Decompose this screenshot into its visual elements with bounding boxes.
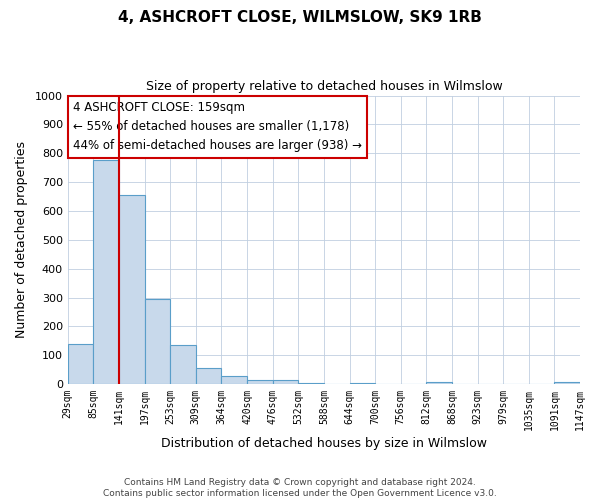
Bar (68, 344, 94, 384)
Text: Contains HM Land Registry data © Crown copyright and database right 2024.
Contai: Contains HM Land Registry data © Crown c… (103, 478, 497, 498)
Text: 4 ASHCROFT CLOSE: 159sqm
← 55% of detached houses are smaller (1,178)
44% of sem: 4 ASHCROFT CLOSE: 159sqm ← 55% of detach… (73, 102, 362, 152)
Bar (196, 368, 221, 384)
Bar (298, 382, 324, 384)
Y-axis label: Number of detached properties: Number of detached properties (15, 142, 28, 338)
Bar (145, 299, 170, 384)
Bar (427, 382, 452, 384)
X-axis label: Distribution of detached houses by size in Wilmslow: Distribution of detached houses by size … (161, 437, 487, 450)
Bar (170, 345, 196, 384)
Text: 4, ASHCROFT CLOSE, WILMSLOW, SK9 1RB: 4, ASHCROFT CLOSE, WILMSLOW, SK9 1RB (118, 10, 482, 25)
Bar (554, 382, 580, 384)
Bar (272, 380, 298, 384)
Title: Size of property relative to detached houses in Wilmslow: Size of property relative to detached ho… (146, 80, 502, 93)
Bar (247, 380, 272, 384)
Bar (350, 382, 375, 384)
Bar (221, 376, 247, 384)
Bar (119, 195, 145, 384)
Bar (94, 160, 119, 384)
